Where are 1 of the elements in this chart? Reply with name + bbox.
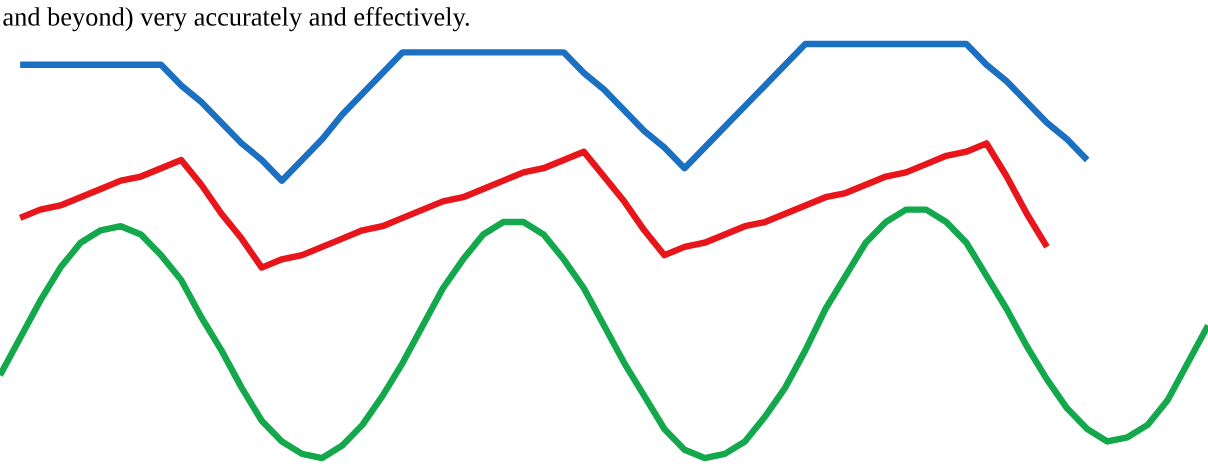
text: and beyond) very accurately and effectively. xyxy=(3,6,469,32)
